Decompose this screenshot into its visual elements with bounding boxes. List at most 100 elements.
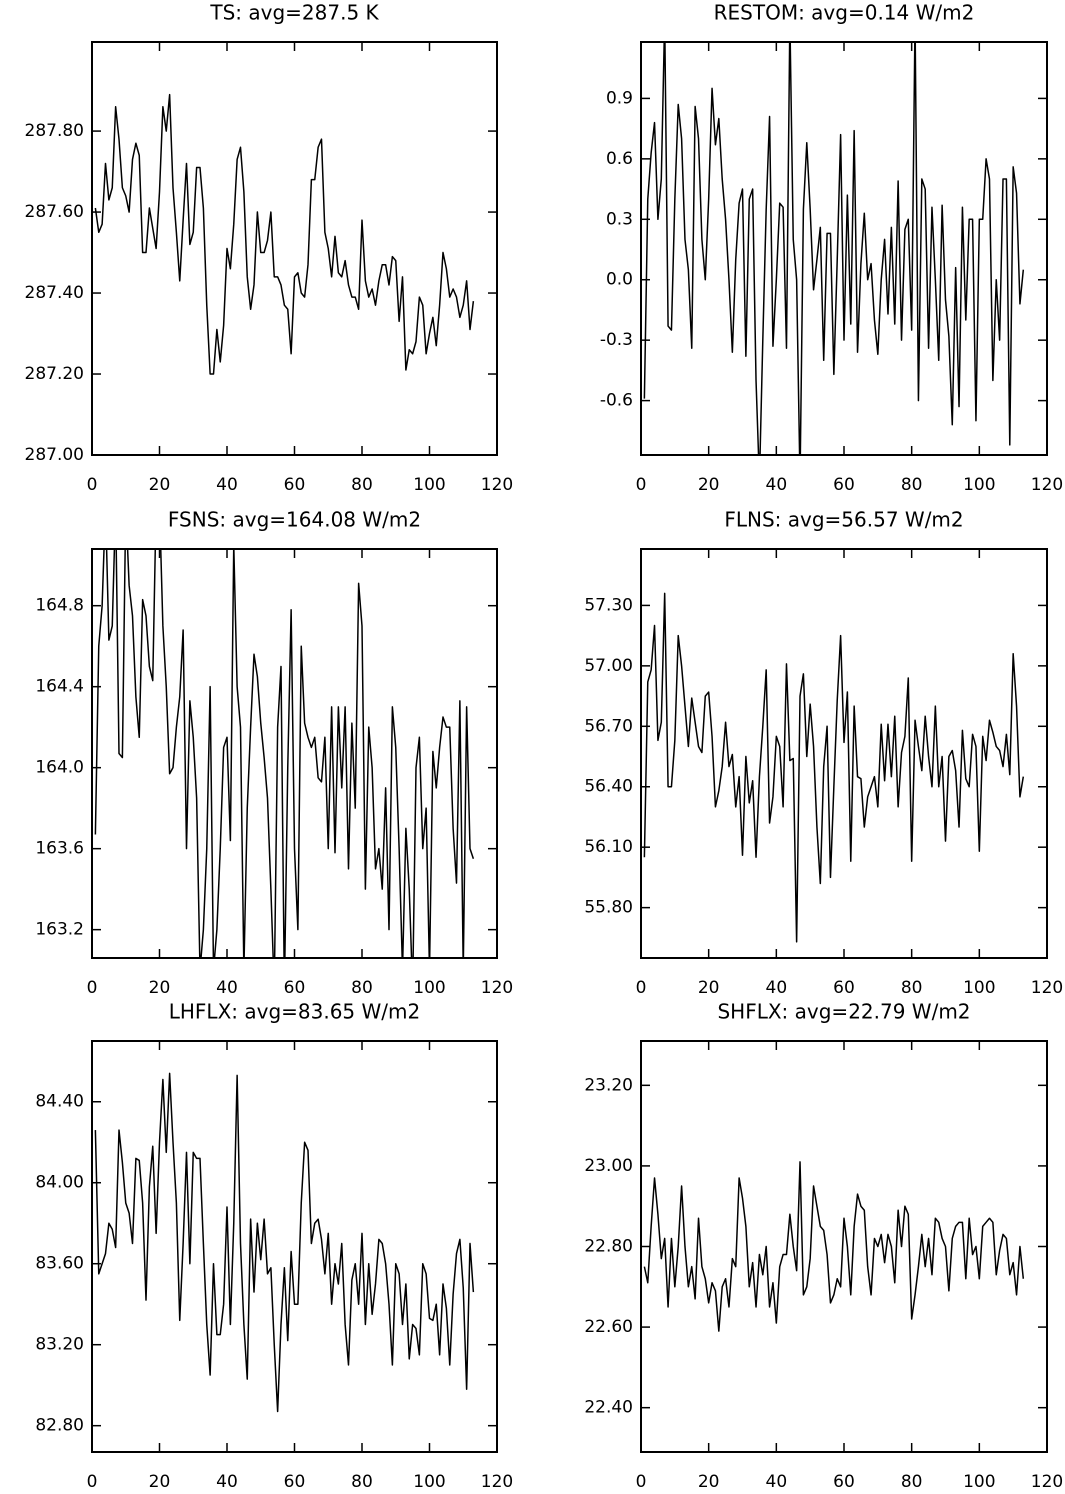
y-tick-label: 0.9	[606, 88, 633, 108]
x-tick-label: 120	[1031, 475, 1063, 495]
data-line	[94, 1072, 475, 1413]
plot-frame	[91, 41, 498, 456]
x-tick-label: 40	[216, 475, 238, 495]
data-line	[643, 592, 1025, 943]
x-tick-label: 60	[833, 1472, 855, 1492]
y-tick-label: 56.40	[584, 777, 633, 797]
y-tick-label: 56.10	[584, 837, 633, 857]
chart-title: FLNS: avg=56.57 W/m2	[724, 508, 963, 532]
plot-frame	[640, 1040, 1048, 1453]
x-tick-label: 120	[1031, 1472, 1063, 1492]
x-tick-label: 20	[149, 1472, 171, 1492]
chart-title: RESTOM: avg=0.14 W/m2	[714, 1, 975, 25]
y-tick-label: 287.80	[25, 121, 84, 141]
y-tick-label: 22.80	[584, 1237, 633, 1257]
y-tick-label: 0.3	[606, 209, 633, 229]
y-tick-label: 287.40	[25, 283, 84, 303]
x-tick-label: 100	[963, 1472, 995, 1492]
x-tick-label: 60	[833, 978, 855, 998]
data-line	[643, 42, 1025, 455]
x-tick-label: 20	[149, 475, 171, 495]
x-tick-label: 100	[413, 978, 445, 998]
y-tick-label: 0.0	[606, 270, 633, 290]
plot-frame	[91, 548, 498, 959]
y-tick-label: 55.80	[584, 898, 633, 918]
y-tick-label: 83.20	[35, 1335, 84, 1355]
y-tick-label: 287.20	[25, 364, 84, 384]
x-tick-label: 0	[636, 1472, 647, 1492]
x-tick-label: 120	[481, 1472, 513, 1492]
x-tick-label: 60	[284, 978, 306, 998]
y-tick-label: 163.6	[35, 839, 84, 859]
y-tick-label: 23.20	[584, 1075, 633, 1095]
x-tick-label: 60	[833, 475, 855, 495]
panel: FSNS: avg=164.08 W/m2 163.2 163.6 164.0 164.…	[35, 508, 513, 999]
y-tick-label: 164.8	[35, 596, 84, 616]
x-tick-label: 100	[413, 475, 445, 495]
x-tick-label: 40	[216, 1472, 238, 1492]
x-tick-label: 20	[698, 1472, 720, 1492]
data-line	[94, 549, 475, 958]
data-line	[643, 1161, 1025, 1332]
plot-frame	[91, 1040, 498, 1453]
chart-title: LHFLX: avg=83.65 W/m2	[169, 1000, 421, 1024]
y-tick-label: 82.80	[35, 1416, 84, 1436]
y-tick-label: 164.0	[35, 758, 84, 778]
x-tick-label: 20	[698, 475, 720, 495]
x-tick-label: 0	[636, 978, 647, 998]
y-tick-label: 0.6	[606, 149, 633, 169]
x-tick-label: 120	[481, 475, 513, 495]
x-tick-label: 0	[87, 1472, 98, 1492]
x-tick-label: 120	[481, 978, 513, 998]
chart-title: SHFLX: avg=22.79 W/m2	[717, 1000, 970, 1024]
y-tick-label: -0.6	[600, 391, 633, 411]
data-line	[94, 93, 475, 375]
x-tick-label: 0	[87, 978, 98, 998]
x-tick-label: 100	[963, 978, 995, 998]
panel: FLNS: avg=56.57 W/m2 55.80 56.10 56.40 56.70…	[584, 508, 1063, 999]
chart-title: TS: avg=287.5 K	[209, 1, 379, 25]
y-tick-label: 22.60	[584, 1317, 633, 1337]
x-tick-label: 0	[636, 475, 647, 495]
x-tick-label: 80	[351, 475, 373, 495]
x-tick-label: 100	[413, 1472, 445, 1492]
y-tick-label: 83.60	[35, 1254, 84, 1274]
panel: LHFLX: avg=83.65 W/m2 82.80 83.20 83.60 84.0…	[35, 1000, 513, 1493]
y-tick-label: 56.70	[584, 716, 633, 736]
x-tick-label: 40	[766, 475, 788, 495]
y-tick-label: 287.60	[25, 202, 84, 222]
x-tick-label: 80	[351, 1472, 373, 1492]
x-tick-label: 60	[284, 1472, 306, 1492]
y-tick-label: 163.2	[35, 920, 84, 940]
y-tick-label: 22.40	[584, 1398, 633, 1418]
x-tick-label: 100	[963, 475, 995, 495]
y-tick-label: 84.00	[35, 1173, 84, 1193]
y-tick-label: -0.3	[600, 330, 633, 350]
panel: RESTOM: avg=0.14 W/m2 -0.6 -0.3 0.0 0.3 0.6 0.…	[600, 1, 1063, 496]
x-tick-label: 20	[149, 978, 171, 998]
x-tick-label: 80	[901, 475, 923, 495]
x-tick-label: 120	[1031, 978, 1063, 998]
x-tick-label: 40	[766, 978, 788, 998]
x-tick-label: 80	[901, 1472, 923, 1492]
plot-frame	[640, 41, 1048, 456]
plot-frame	[640, 548, 1048, 959]
x-tick-label: 40	[766, 1472, 788, 1492]
panel: TS: avg=287.5 K 287.00 287.20 287.40 287.60 2…	[25, 1, 514, 496]
x-tick-label: 0	[87, 475, 98, 495]
panel: SHFLX: avg=22.79 W/m2 22.40 22.60 22.80 23.0…	[584, 1000, 1063, 1493]
y-tick-label: 57.00	[584, 656, 633, 676]
y-tick-label: 23.00	[584, 1156, 633, 1176]
x-tick-label: 80	[901, 978, 923, 998]
chart-title: FSNS: avg=164.08 W/m2	[168, 508, 421, 532]
x-tick-label: 20	[698, 978, 720, 998]
x-tick-label: 60	[284, 475, 306, 495]
x-tick-label: 80	[351, 978, 373, 998]
x-tick-label: 40	[216, 978, 238, 998]
y-tick-label: 164.4	[35, 677, 84, 697]
y-tick-label: 57.30	[584, 595, 633, 615]
y-tick-label: 287.00	[25, 445, 84, 465]
y-tick-label: 84.40	[35, 1092, 84, 1112]
